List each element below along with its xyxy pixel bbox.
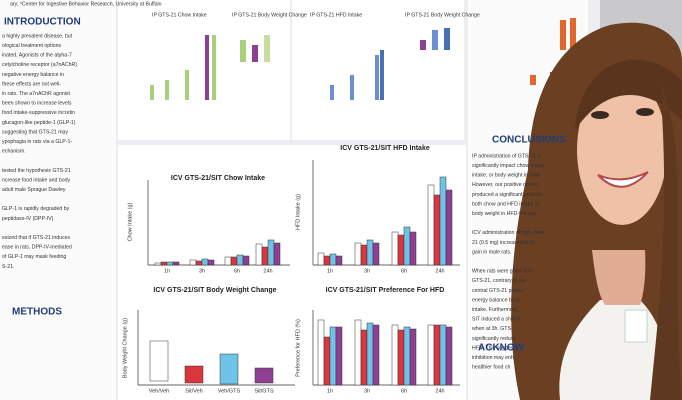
text-line: significantly reduce [472,336,516,342]
text-line: S-21. [2,264,14,270]
text-line: food intake-suppressive incretin [2,110,75,116]
text-line: SIT induced a shift in [472,317,520,323]
text-line: inated. Agonists of the alpha-7 [2,53,72,59]
x-label: 1h [327,268,333,274]
text-line: glucagon-like peptide-1 (GLP-1) [2,120,76,126]
text-line: adult male Sprague Dawley [2,187,66,193]
top-chart-title: IP GTS-21 Body Weight Change [232,12,307,18]
text-line: cetylcholine receptor (a7nAChR) [2,62,77,68]
axis-title: Preference for HFD (%) [295,319,301,377]
text-line: ypophagia in rats via a GLP-1- [2,139,72,145]
text-line: 21 (0.5 mg) increased body [472,240,536,246]
chart-title: ICV GTS-21/SIT HFD Intake [340,145,430,152]
text-line: central GTS-21 promo [472,288,523,294]
text-line: ncrease food intake and body [2,177,70,183]
x-label: 3h [364,268,370,274]
x-label: 1h [164,268,170,274]
x-label: 3h [364,388,370,394]
text-line: GTS-21, contrary to our [472,278,527,284]
text-line: a highly prevalent disease, but [2,33,73,39]
text-line: produced a significant reductio [472,192,542,198]
person [511,22,682,400]
text-line: peptidase-IV (DPP-IV). [2,216,55,222]
text-line: these effects are not well- [2,81,61,87]
text-line: However, our positive contro [472,182,538,188]
axis-title: HFD Intake (g) [295,194,301,230]
x-label: 24h [435,268,444,274]
text-line: gain in male rats. [472,249,512,255]
text-line: ological treatment options [2,43,62,49]
section-title: CONCLUSIONS [492,135,566,146]
top-chart-bars [150,18,576,100]
x-label: 3h [199,268,205,274]
x-label: 6h [234,268,240,274]
left-panel [0,0,116,400]
top-chart-title: IP GTS-21 Chow Intake [152,12,207,18]
text-line: GLP-1 is rapidly degraded by [2,206,70,212]
text-line: negative energy balance in [2,72,64,78]
text-line: been shown to increase levels [2,101,72,107]
top-panel [118,0,290,140]
text-line: tested the hypothesis GTS-21 [2,168,71,174]
text-line: intake, or body weight in male [472,173,541,179]
section-title: ACKNOW [478,343,525,354]
text-line: inhibition may enh [472,355,514,361]
x-label: 6h [401,388,407,394]
header: ary; ¹Center for Ingestive Behavior Rese… [10,1,162,7]
text-line: ease in rats, DPP-IV-mediated [2,245,72,251]
x-label: Sit/GTS [254,388,274,394]
x-label: 24h [435,388,444,394]
section-title: INTRODUCTION [4,17,81,28]
x-label: 6h [401,268,407,274]
text-line: both chow and HFD intake as [472,201,540,207]
x-label: Veh/Veh [149,388,170,394]
chart-bars [149,176,453,386]
text-line: of GLP-1 may mask feeding [2,254,66,260]
text-line: esized that if GTS-21 induces [2,235,70,241]
text-line: significantly impact chow intake [472,163,544,169]
text-line: HFD. This suggest [472,345,515,351]
chart-title: ICV GTS-21/SIT Body Weight Change [153,287,276,294]
x-label: 1h [327,388,333,394]
text-line: energy balance by in [472,297,520,303]
text-line: ICV administration of high-dose [472,230,544,236]
text-line: when at 3h. GTS- [472,326,513,332]
x-label: Sit/Veh [185,388,202,394]
chart-title: ICV GTS-21/SIT Chow Intake [171,175,265,182]
top-chart-title: IP GTS-21 Body Weight Change [405,12,480,18]
axis-title: Chow Intake (g) [127,202,133,241]
section-title: METHODS [12,307,62,318]
text-line: suggesting that GTS-21 may [2,129,68,135]
x-label: 24h [263,268,272,274]
text-line: IP administration of GTS-21 d [472,153,540,159]
chart-title: ICV GTS-21/SIT Preference For HFD [326,287,445,294]
x-label: Veh/GTS [218,388,241,394]
text-line: echanism. [2,149,26,155]
top-chart-title: IP GTS-21 HFD Intake [310,12,362,18]
text-line: healthier food ch [472,365,510,371]
text-line: body weight in HFD-fed rats. [472,211,538,217]
axis-title: Body Weight Change (g) [122,318,128,378]
text-line: in rats. The a7nAChR agonist [2,91,71,97]
text-line: When rats were given ICV [472,269,533,275]
text-line: intake. Furthermore, [472,307,519,313]
